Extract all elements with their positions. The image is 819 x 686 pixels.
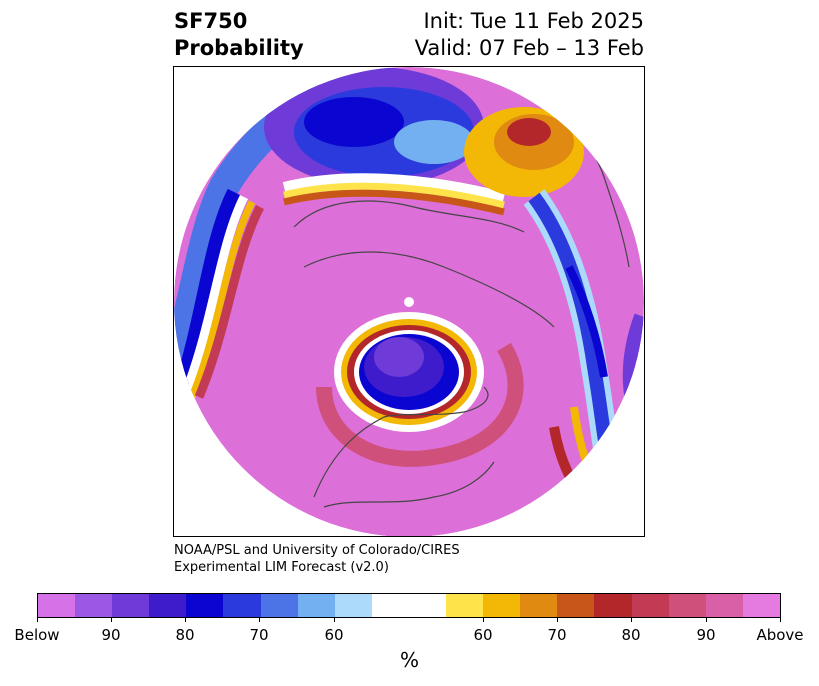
colorbar-tick <box>185 618 186 622</box>
credit-line-2: Experimental LIM Forecast (v2.0) <box>174 560 389 575</box>
valid-range: Valid: 07 Feb – 13 Feb <box>414 36 644 60</box>
colorbar <box>37 593 781 618</box>
colorbar-tick-label: 60 <box>473 626 493 644</box>
colorbar-segment <box>260 594 298 617</box>
colorbar-tick-label: Above <box>756 626 804 644</box>
colorbar-segment <box>557 594 595 617</box>
title-probability: Probability <box>174 36 304 60</box>
colorbar-segment <box>668 594 706 617</box>
colorbar-segment <box>742 594 780 617</box>
colorbar-tick <box>37 618 38 622</box>
colorbar-tick-label: 80 <box>175 626 195 644</box>
colorbar-segment <box>631 594 669 617</box>
map-panel <box>173 66 645 537</box>
colorbar-segment <box>520 594 558 617</box>
colorbar-segment <box>371 594 409 617</box>
colorbar-tick-label: 70 <box>547 626 567 644</box>
colorbar-segment <box>223 594 261 617</box>
colorbar-tick-label: 60 <box>324 626 344 644</box>
colorbar-tick <box>483 618 484 622</box>
colorbar-tick <box>706 618 707 622</box>
chart-title: SF750 Probability <box>174 8 304 62</box>
date-info: Init: Tue 11 Feb 2025 Valid: 07 Feb – 13… <box>415 8 644 62</box>
colorbar-segment <box>408 594 447 617</box>
colorbar-tick <box>780 618 781 622</box>
colorbar-tick <box>557 618 558 622</box>
colorbar-segment <box>112 594 150 617</box>
colorbar-segment <box>75 594 113 617</box>
colorbar-segment <box>705 594 743 617</box>
colorbar-tick <box>631 618 632 622</box>
north-pole-marker <box>404 297 414 307</box>
colorbar-tick <box>111 618 112 622</box>
colorbar-tick-label: 90 <box>696 626 716 644</box>
colorbar-ticks: Below 90 80 70 60 60 70 80 90 Above <box>0 618 819 648</box>
colorbar-segment <box>149 594 187 617</box>
init-date: Init: Tue 11 Feb 2025 <box>423 9 644 33</box>
colorbar-tick-label: 70 <box>249 626 269 644</box>
polar-map <box>174 67 644 536</box>
colorbar-segment <box>446 594 484 617</box>
colorbar-tick <box>334 618 335 622</box>
probability-field <box>174 67 644 536</box>
colorbar-segment <box>186 594 224 617</box>
colorbar-tick <box>259 618 260 622</box>
colorbar-tick-label: 80 <box>621 626 641 644</box>
colorbar-segment <box>297 594 335 617</box>
colorbar-segment <box>483 594 521 617</box>
colorbar-segment <box>334 594 372 617</box>
credit-text: NOAA/PSL and University of Colorado/CIRE… <box>174 542 460 576</box>
coastlines <box>293 106 630 508</box>
title-variable: SF750 <box>174 9 248 33</box>
colorbar-tick-label: Below <box>14 626 60 644</box>
colorbar-unit: % <box>399 648 419 672</box>
colorbar-tick-label: 90 <box>101 626 121 644</box>
credit-line-1: NOAA/PSL and University of Colorado/CIRE… <box>174 543 460 558</box>
colorbar-segment <box>38 594 76 617</box>
colorbar-segment <box>594 594 632 617</box>
